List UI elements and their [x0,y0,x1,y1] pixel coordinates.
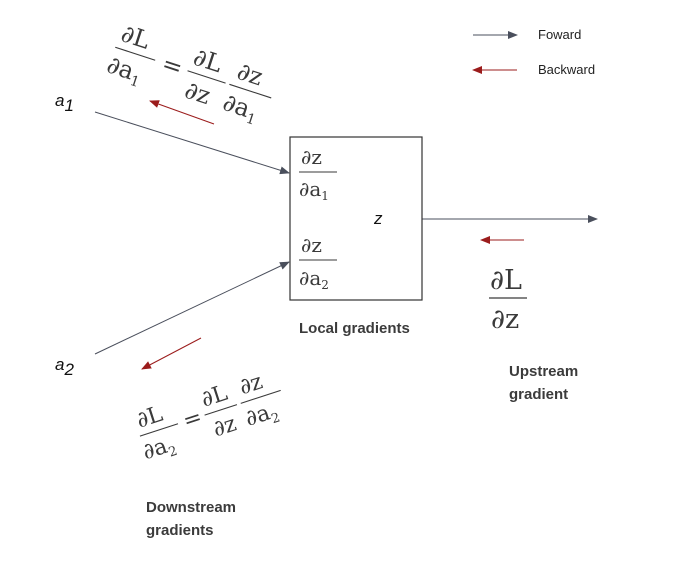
local-gradient-dz-da2: ∂z ∂a2 [299,233,337,292]
forward-edge-a2 [94,261,290,355]
svg-text:∂a2: ∂a2 [140,431,180,468]
svg-text:∂a1: ∂a1 [103,50,146,90]
backward-arrow-a1 [149,100,215,125]
downstream-gradients-label-line2: gradients [146,522,214,539]
svg-text:∂a2: ∂a2 [299,266,329,292]
node-box [289,136,423,301]
input-a1-label: a1 [55,91,74,115]
svg-text:∂z: ∂z [210,412,240,443]
chain-rule-equation-a2: ∂L ∂a2 = ∂L ∂z ∂z ∂a2 [133,369,282,468]
svg-text:∂z: ∂z [301,145,322,169]
upstream-gradient-label-line1: Upstream [509,363,578,380]
svg-text:=: = [180,405,205,434]
chain-rule-equation-a1: ∂L ∂a1 = ∂L ∂z ∂z ∂a1 [103,19,272,129]
node-output-var: z [373,209,383,228]
svg-text:∂a1: ∂a1 [219,88,262,128]
svg-text:∂z: ∂z [301,233,322,257]
legend-forward-label: Foward [538,27,581,42]
upstream-gradient-expression: ∂L ∂z [489,265,527,335]
backward-arrow-a2 [141,337,202,370]
downstream-gradients-label-line1: Downstream [146,499,236,516]
forward-edge-a1 [94,111,290,175]
svg-text:∂a2: ∂a2 [242,398,282,435]
input-a2-label: a2 [55,355,74,379]
legend-backward-label: Backward [538,62,595,77]
legend: Foward Backward [472,27,595,77]
svg-text:∂z: ∂z [234,57,266,91]
local-gradients-label: Local gradients [299,320,410,337]
svg-text:∂z: ∂z [491,304,519,335]
svg-text:=: = [158,49,186,82]
local-gradient-dz-da1: ∂z ∂a1 [299,145,337,203]
svg-text:∂a1: ∂a1 [299,177,329,203]
svg-text:∂L: ∂L [490,265,522,296]
svg-text:∂z: ∂z [181,76,213,110]
upstream-gradient-label-line2: gradient [509,386,568,403]
svg-text:∂z: ∂z [236,369,266,400]
